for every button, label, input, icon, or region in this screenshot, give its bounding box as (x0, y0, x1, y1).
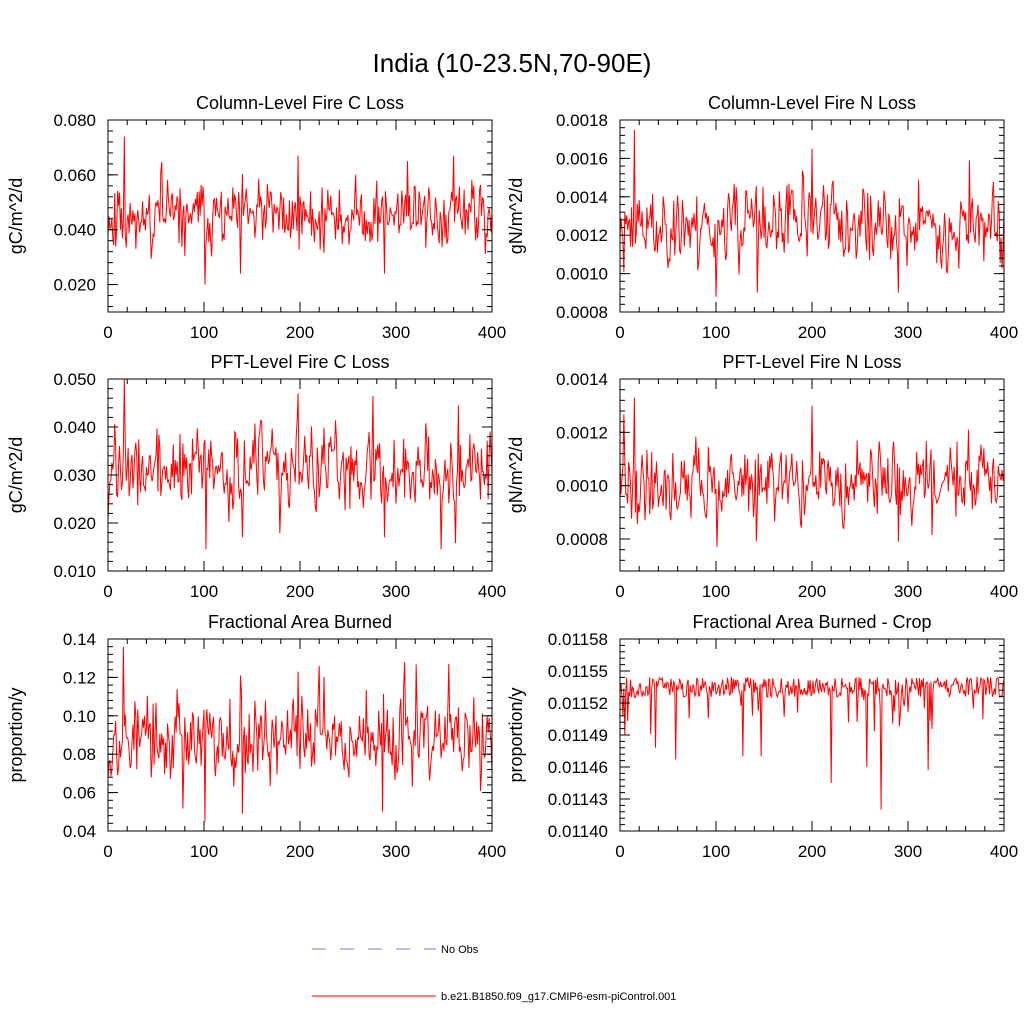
x-tick-label: 0 (615, 842, 624, 861)
y-tick-label: 0.01146 (548, 758, 608, 777)
y-axis-label: proportion/y (506, 687, 526, 782)
panel-5: 0 100 200 300 400 0.04 0.06 0.08 0.10 0.12 0.14 Fra… (6, 612, 506, 861)
x-tick-label: 400 (478, 323, 506, 342)
y-tick-label: 0.050 (53, 370, 96, 389)
series-line-2-1 (619, 129, 1005, 297)
y-axis-label: gN/m^2/d (506, 178, 526, 254)
y-tick-label: 0.01149 (548, 726, 608, 745)
x-tick-label: 200 (286, 842, 314, 861)
x-tick-label: 300 (894, 842, 922, 861)
y-tick-label: 0.01143 (548, 790, 608, 809)
x-tick-label: 400 (990, 323, 1018, 342)
series-line-4-1 (619, 397, 1005, 548)
y-tick-label: 0.0008 (556, 303, 608, 322)
x-tick-label: 300 (894, 323, 922, 342)
x-tick-label: 300 (894, 582, 922, 601)
y-tick-label: 0.010 (53, 562, 96, 581)
panel-2: 0 100 200 300 400 0.0008 0.0010 0.0012 0.0014 0.0… (506, 93, 1018, 342)
x-tick-label: 400 (990, 842, 1018, 861)
y-axis-label: gN/m^2/d (506, 437, 526, 513)
x-tick-label: 300 (382, 842, 410, 861)
panel-title: Column-Level Fire C Loss (196, 93, 404, 113)
panel-title: Fractional Area Burned (208, 612, 392, 632)
x-tick-label: 100 (702, 842, 730, 861)
y-tick-label: 0.040 (53, 418, 96, 437)
y-tick-label: 0.12 (63, 668, 96, 687)
y-tick-label: 0.14 (63, 630, 96, 649)
x-tick-label: 0 (103, 323, 112, 342)
panel-title: PFT-Level Fire N Loss (722, 352, 901, 372)
panel-6: 0 100 200 300 400 0.01140 0.01143 0.01146 0.0114… (506, 612, 1018, 861)
series-line-5-1 (107, 646, 493, 822)
series-line-3-1 (107, 378, 493, 550)
y-tick-label: 0.0010 (556, 265, 608, 284)
y-axis-label: gC/m^2/d (6, 437, 26, 513)
panel-title: Fractional Area Burned - Crop (692, 612, 931, 632)
x-tick-label: 100 (702, 582, 730, 601)
panels: 0 100 200 300 4000.0200.0400.0600.080Column-… (6, 93, 1018, 861)
y-tick-label: 0.01158 (548, 630, 608, 649)
y-tick-label: 0.0014 (556, 370, 608, 389)
x-tick-label: 200 (798, 842, 826, 861)
legend: No Obs b.e21.B1850.f09_g17.CMIP6-esm-piC… (312, 944, 676, 1003)
series-line-1-1 (107, 136, 493, 285)
x-tick-label: 0 (615, 582, 624, 601)
x-tick-label: 100 (190, 582, 218, 601)
y-tick-label: 0.0008 (556, 530, 608, 549)
y-axis-label: proportion/y (6, 687, 26, 782)
series-line-6-1 (619, 676, 1005, 810)
x-tick-label: 200 (286, 582, 314, 601)
panel-3: 0 100 200 300 400 0.010 0.020 0.030 0.040 0.050 PF… (6, 352, 506, 601)
y-tick-label: 0.01140 (548, 822, 608, 841)
y-tick-label: 0.020 (53, 514, 96, 533)
panel-1: 0 100 200 300 400 0.020 0.040 0.060 0.080 Column-… (6, 93, 506, 342)
y-tick-label: 0.060 (53, 166, 96, 185)
y-tick-label: 0.0012 (556, 226, 608, 245)
x-tick-label: 200 (286, 323, 314, 342)
x-tick-label: 200 (798, 323, 826, 342)
figure-title: India (10-23.5N,70-90E) (373, 48, 652, 78)
panel-title: Column-Level Fire N Loss (708, 93, 916, 113)
y-tick-label: 0.08 (63, 745, 96, 764)
x-tick-label: 100 (190, 842, 218, 861)
x-tick-label: 0 (103, 842, 112, 861)
x-tick-label: 0 (103, 582, 112, 601)
x-tick-label: 300 (382, 582, 410, 601)
y-tick-label: 0.030 (53, 466, 96, 485)
x-tick-label: 300 (382, 323, 410, 342)
y-tick-label: 0.020 (53, 276, 96, 295)
y-tick-label: 0.0016 (556, 149, 608, 168)
y-tick-label: 0.06 (63, 784, 96, 803)
plot-frame (619, 638, 1005, 832)
panel-title: PFT-Level Fire C Loss (210, 352, 389, 372)
y-tick-label: 0.0018 (556, 111, 608, 130)
legend-model-label: b.e21.B1850.f09_g17.CMIP6-esm-piControl.… (441, 991, 676, 1003)
x-tick-label: 100 (702, 323, 730, 342)
x-tick-label: 400 (990, 582, 1018, 601)
x-tick-label: 400 (478, 582, 506, 601)
y-tick-label: 0.01152 (548, 694, 608, 713)
x-tick-label: 400 (478, 842, 506, 861)
y-tick-label: 0.040 (53, 221, 96, 240)
y-tick-label: 0.01155 (548, 662, 608, 681)
y-tick-label: 0.080 (53, 111, 96, 130)
y-tick-label: 0.0010 (556, 477, 608, 496)
y-tick-label: 0.0014 (556, 188, 608, 207)
legend-obs-label: No Obs (441, 944, 479, 956)
x-tick-label: 200 (798, 582, 826, 601)
y-tick-label: 0.04 (63, 822, 96, 841)
x-tick-label: 100 (190, 323, 218, 342)
panel-4: 0 100 200 300 400 0.0008 0.0010 0.0012 0.0014 PFT… (506, 352, 1018, 601)
y-tick-label: 0.0012 (556, 423, 608, 442)
x-tick-label: 0 (615, 323, 624, 342)
y-tick-label: 0.10 (63, 707, 96, 726)
y-axis-label: gC/m^2/d (6, 178, 26, 254)
